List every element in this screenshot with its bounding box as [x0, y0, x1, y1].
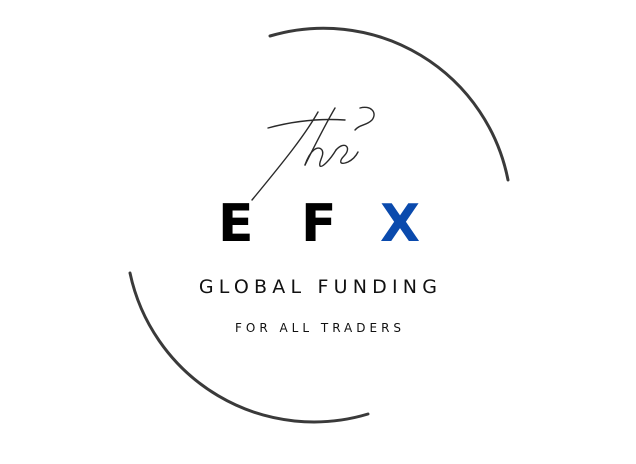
- lower-arc: [128, 271, 370, 424]
- letter-e: E: [218, 194, 254, 254]
- efx-wordmark: E F X: [0, 196, 636, 252]
- tagline: GLOBAL FUNDING: [198, 276, 443, 298]
- upper-arc: [268, 26, 510, 182]
- letter-f: F: [301, 194, 337, 254]
- subtagline: FOR ALL TRADERS: [234, 321, 406, 335]
- letter-x: X: [380, 194, 421, 254]
